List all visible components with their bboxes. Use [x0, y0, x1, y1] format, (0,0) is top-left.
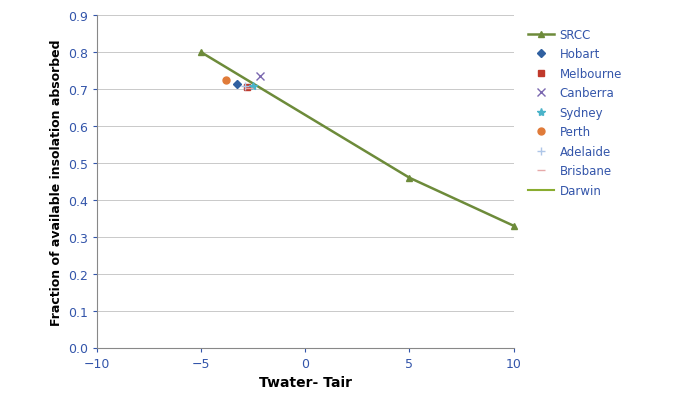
Y-axis label: Fraction of available insolation absorbed: Fraction of available insolation absorbe… [49, 39, 62, 325]
X-axis label: Twater- Tair: Twater- Tair [259, 375, 352, 389]
Legend: SRCC, Hobart, Melbourne, Canberra, Sydney, Perth, Adelaide, Brisbane, Darwin: SRCC, Hobart, Melbourne, Canberra, Sydne… [528, 29, 622, 198]
SRCC [405, 176, 414, 181]
Line: SRCC: SRCC [198, 50, 517, 229]
SRCC [509, 224, 518, 229]
SRCC [197, 51, 205, 56]
